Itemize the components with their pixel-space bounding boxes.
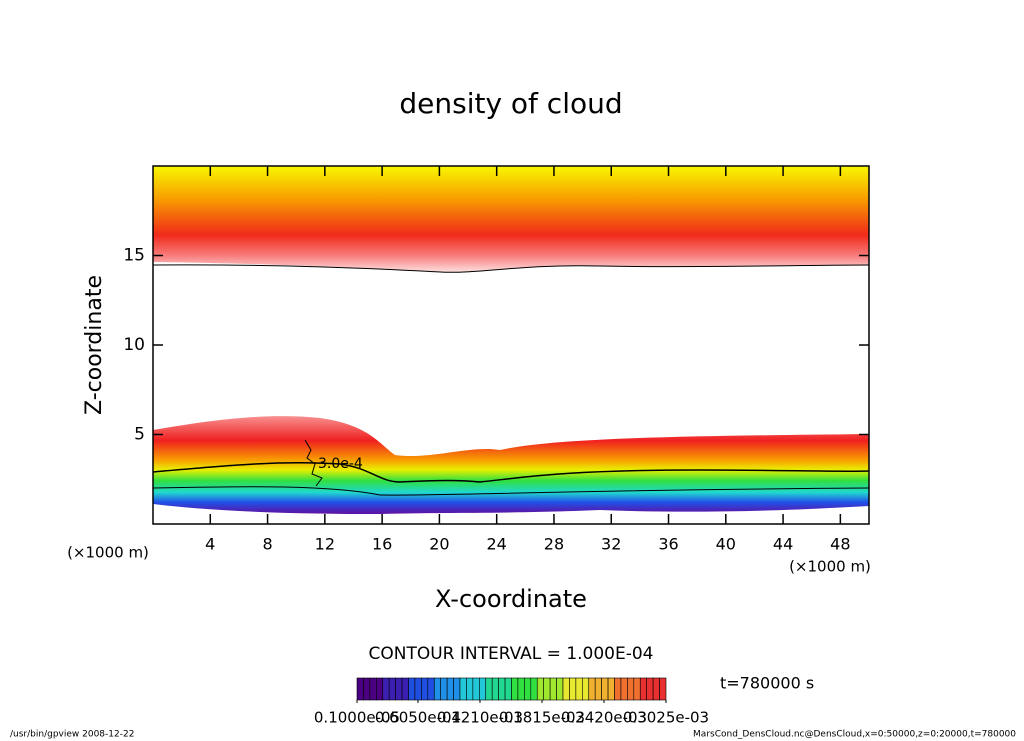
x-axis-label: X-coordinate <box>435 585 587 613</box>
x-tick-label: 44 <box>773 535 793 554</box>
contour-field <box>152 166 870 514</box>
y-tick-label: 10 <box>123 335 145 355</box>
x-tick-label: 32 <box>601 535 621 554</box>
x-tick-label: 8 <box>262 535 272 554</box>
contour-interval: CONTOUR INTERVAL = 1.000E-04 <box>369 644 654 664</box>
colorbar-cell <box>627 677 635 701</box>
colorbar-cell <box>549 677 557 701</box>
x-tick-label: 36 <box>658 535 678 554</box>
colorbar-cell <box>459 677 467 701</box>
colorbar-cell <box>388 677 396 701</box>
colorbar-cell <box>607 677 615 701</box>
colorbar-cell <box>504 677 512 701</box>
colorbar-cell <box>543 677 551 701</box>
x-tick-label: 28 <box>544 535 564 554</box>
colorbar-cell <box>401 677 409 701</box>
colorbar-cell <box>639 677 647 701</box>
colorbar-label: 0.2420e-03 <box>561 709 647 727</box>
colorbar-cell <box>556 677 564 701</box>
colorbar-cell <box>414 677 422 701</box>
x-unit: (×1000 m) <box>67 544 149 562</box>
colorbar-label: 0.1815e-03 <box>499 709 585 727</box>
colorbar-label: 0.1000e-05 <box>314 709 400 727</box>
x-tick-label: 24 <box>487 535 507 554</box>
colorbar-cell <box>562 677 570 701</box>
y-tick-label: 15 <box>123 246 145 266</box>
colorbar-cell <box>511 677 519 701</box>
colorbar-cell <box>614 677 622 701</box>
colorbar-cell <box>646 677 654 701</box>
colorbar-cell <box>382 677 390 701</box>
colorbar-cell <box>569 677 577 701</box>
colorbar-cell <box>440 677 448 701</box>
colorbar-cell <box>472 677 480 701</box>
footer-right: MarsCond_DensCloud.nc@DensCloud,x=0:5000… <box>693 730 1016 740</box>
colorbar-cell <box>363 677 371 701</box>
colorbar-cell <box>446 677 454 701</box>
x-tick-label: 16 <box>372 535 392 554</box>
colorbar-cell <box>594 677 602 701</box>
colorbar-cell <box>601 677 609 701</box>
time-label: t=780000 s <box>720 674 814 693</box>
y-axis-label: Z-coordinate <box>82 275 107 415</box>
y-tick-label: 5 <box>134 425 145 445</box>
colorbar-cell <box>433 677 441 701</box>
colorbar-cell <box>485 677 493 701</box>
chart-title: density of cloud <box>399 87 622 120</box>
colorbar-cell <box>421 677 429 701</box>
contour-label: 3.0e-4 <box>318 456 363 472</box>
colorbar-cell <box>575 677 583 701</box>
colorbar-cell <box>517 677 525 701</box>
colorbar-label: 0.3025e-03 <box>623 709 709 727</box>
colorbar-cell <box>498 677 506 701</box>
colorbar-cell <box>588 677 596 701</box>
x-tick-label: 40 <box>716 535 736 554</box>
colorbar-cell <box>356 677 364 701</box>
colorbar-cell <box>524 677 532 701</box>
x-tick-label: 48 <box>830 535 850 554</box>
colorbar-cell <box>491 677 499 701</box>
colorbar-cell <box>659 677 667 701</box>
colorbar-cell <box>652 677 660 701</box>
colorbar-label: 0.6050e-04 <box>375 709 461 727</box>
colorbar-label: 0.1210e-03 <box>437 709 523 727</box>
colorbar-cell <box>620 677 628 701</box>
x-tick-label: 12 <box>315 535 335 554</box>
colorbar-cell <box>633 677 641 701</box>
colorbar-cell <box>479 677 487 701</box>
colorbar-cell <box>408 677 416 701</box>
x-tick-label: 20 <box>429 535 449 554</box>
colorbar-cell <box>427 677 435 701</box>
colorbar-cell <box>395 677 403 701</box>
colorbar-cell <box>582 677 590 701</box>
colorbar-cell <box>376 677 384 701</box>
x-tick-label: 4 <box>205 535 215 554</box>
colorbar-cell <box>453 677 461 701</box>
colorbar-cell <box>530 677 538 701</box>
colorbar-cell <box>466 677 474 701</box>
colorbar-cell <box>369 677 377 701</box>
x-unit: (×1000 m) <box>789 558 871 576</box>
footer-left: /usr/bin/gpview 2008-12-22 <box>10 730 134 740</box>
colorbar-cell <box>536 677 544 701</box>
